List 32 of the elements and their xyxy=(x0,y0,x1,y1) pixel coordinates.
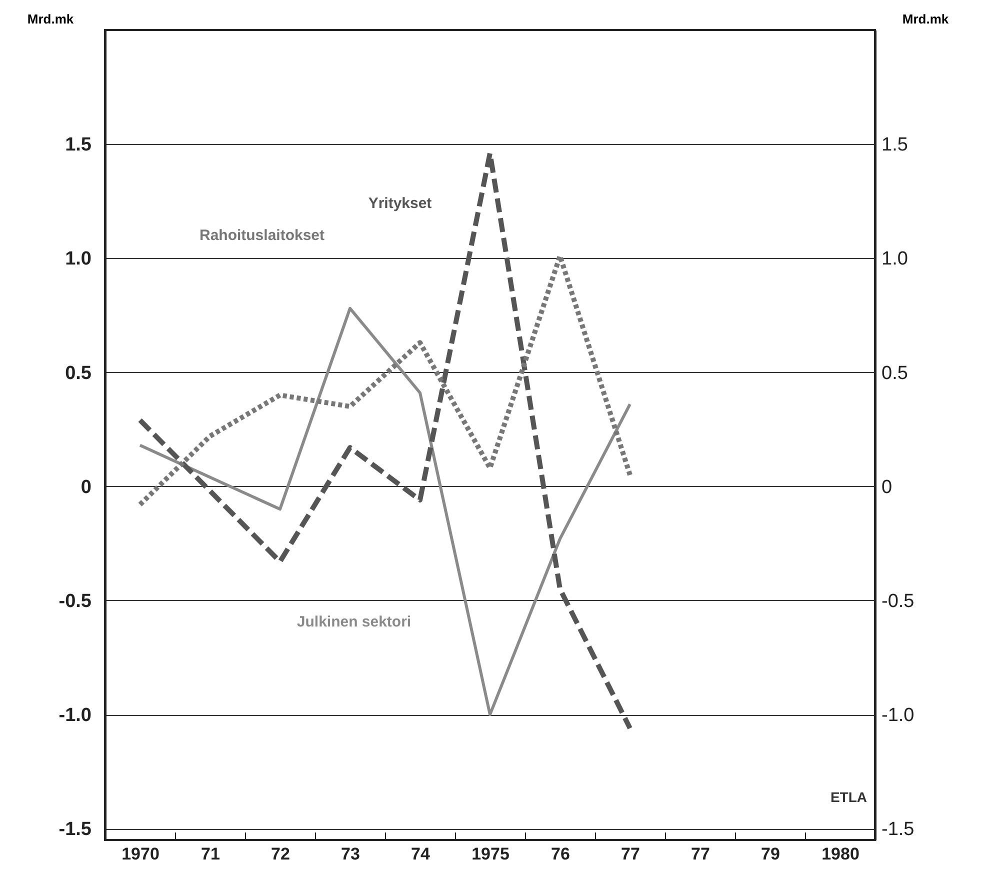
text: Rahoituslaitokset xyxy=(199,227,325,244)
y-tick-label: -0.5 xyxy=(58,590,92,612)
y2-axis-title: Mrd.mk xyxy=(902,12,950,26)
y-axis-title: Mrd.mk xyxy=(27,12,74,26)
y-tick-label: -1.0 xyxy=(58,705,92,726)
x-tick-label: 71 xyxy=(201,844,220,864)
text: Yritykset xyxy=(368,195,432,212)
x-tick-label: 73 xyxy=(341,844,360,864)
y-tick-label: 0 xyxy=(80,476,92,498)
y2-tick-label: 0.5 xyxy=(882,362,908,384)
y2-tick-label: 1.5 xyxy=(882,134,908,156)
annotation: ETLA xyxy=(830,789,867,805)
x-tick-label: 1970 xyxy=(122,844,160,864)
x-tick-label: 76 xyxy=(551,844,570,864)
x-tick-label: 79 xyxy=(761,844,780,864)
y2-tick-label: -0.5 xyxy=(882,590,914,612)
line-series xyxy=(138,306,632,716)
y-tick-label: -1.5 xyxy=(58,819,92,840)
y2-tick-label: 0 xyxy=(882,476,892,498)
x-tick-label: 1975 xyxy=(472,844,510,864)
x-tick-label: 77 xyxy=(621,844,640,864)
x-tick-label: 74 xyxy=(411,844,430,864)
x-tick-label: 72 xyxy=(271,844,290,864)
y2-tick-label: -1.0 xyxy=(882,705,914,726)
y-tick-label: 0.5 xyxy=(65,362,92,384)
x-tick-label: 77 xyxy=(691,844,710,864)
y-tick-label: 1.5 xyxy=(65,134,92,156)
x-tick-label: 1980 xyxy=(822,844,860,864)
y-tick-label: 1.0 xyxy=(65,248,92,270)
y2-tick-label: 1.0 xyxy=(882,248,908,270)
text: Julkinen sektori xyxy=(296,614,412,631)
y2-tick-label: -1.5 xyxy=(882,819,914,840)
